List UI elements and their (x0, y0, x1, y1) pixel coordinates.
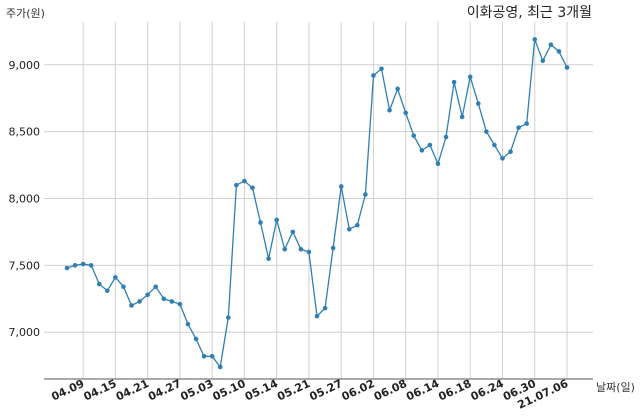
data-point (145, 292, 150, 298)
data-point (395, 86, 400, 92)
data-point (225, 315, 231, 320)
data-point (105, 288, 110, 294)
data-point (129, 303, 134, 308)
data-point (379, 66, 384, 72)
data-point (540, 58, 546, 64)
data-point (121, 284, 126, 290)
data-point (532, 37, 538, 42)
data-point (282, 247, 288, 252)
data-point (322, 305, 328, 311)
x-tick-label: 06.24 (469, 377, 506, 404)
y-tick-label: 8,500 (9, 126, 41, 139)
data-point (64, 265, 70, 271)
data-point (411, 133, 417, 138)
data-point (169, 299, 175, 304)
series-price (64, 37, 570, 370)
data-point (467, 74, 473, 80)
data-point (242, 178, 247, 184)
data-point (371, 73, 376, 78)
x-tick-label: 06.02 (340, 377, 377, 403)
data-point (508, 149, 513, 154)
x-tick-label: 05.27 (307, 377, 344, 403)
data-point (72, 263, 78, 268)
y-tick-label: 7,000 (9, 326, 41, 339)
y-tick-labels: 7,000 7,500 8,000 8,500 9,000 (9, 59, 41, 339)
data-point (346, 226, 352, 232)
data-point (548, 42, 554, 48)
data-point (258, 220, 263, 225)
data-point (500, 156, 505, 161)
grid-lines (44, 22, 593, 379)
data-point (234, 182, 239, 188)
data-point (427, 142, 433, 148)
y-tick-label: 9,000 (9, 59, 41, 72)
y-tick-label: 8,000 (9, 192, 41, 205)
data-point (298, 247, 304, 252)
data-point (201, 353, 207, 359)
x-tick-label: 04.09 (49, 377, 86, 403)
data-point (250, 185, 255, 191)
data-point (524, 121, 529, 126)
x-tick-label: 05.03 (178, 377, 215, 403)
x-tick-label: 04.27 (146, 377, 183, 403)
data-point (137, 299, 142, 304)
data-point (387, 107, 392, 113)
x-tick-label: 05.10 (211, 377, 248, 404)
data-point (403, 110, 409, 116)
data-point (161, 296, 167, 302)
data-point (96, 281, 102, 287)
data-point (363, 192, 368, 197)
data-point (516, 125, 521, 130)
data-point (185, 321, 191, 327)
x-tick-label: 04.21 (114, 377, 151, 403)
data-point (314, 313, 320, 319)
data-point (330, 245, 336, 251)
data-point (459, 114, 465, 120)
data-point (217, 364, 223, 370)
x-tick-label: 06.18 (436, 377, 473, 403)
chart-title: 이화공영, 최근 3개월 (467, 5, 592, 21)
x-tick-labels: 04.0904.1504.2104.2705.0305.1005.1405.21… (49, 377, 570, 412)
data-point (419, 148, 425, 153)
data-point (492, 142, 497, 148)
data-point (266, 256, 271, 261)
y-axis-label: 주가(원) (6, 7, 45, 20)
x-tick-label: 05.14 (243, 377, 280, 404)
y-tick-label: 7,500 (9, 259, 41, 272)
data-point (193, 336, 199, 342)
data-point (443, 134, 449, 140)
data-point (484, 129, 489, 134)
x-axis-label: 날짜(일) (596, 380, 635, 394)
x-tick-label: 04.15 (82, 377, 119, 403)
data-point (355, 222, 360, 228)
data-point (80, 261, 86, 267)
data-point (153, 284, 159, 290)
data-point (209, 353, 215, 359)
data-point (338, 184, 344, 189)
data-point (274, 217, 279, 223)
data-point (435, 161, 441, 167)
data-point (556, 49, 562, 54)
data-point (451, 79, 457, 85)
data-point (306, 249, 312, 255)
data-point (564, 65, 570, 70)
data-point (177, 301, 183, 307)
data-point (290, 229, 296, 235)
data-point (475, 101, 481, 106)
x-tick-label: 05.21 (275, 377, 312, 403)
data-point (88, 263, 94, 268)
x-tick-label: 06.08 (372, 377, 409, 403)
x-tick-label: 06.14 (404, 377, 441, 404)
data-point (113, 275, 118, 280)
